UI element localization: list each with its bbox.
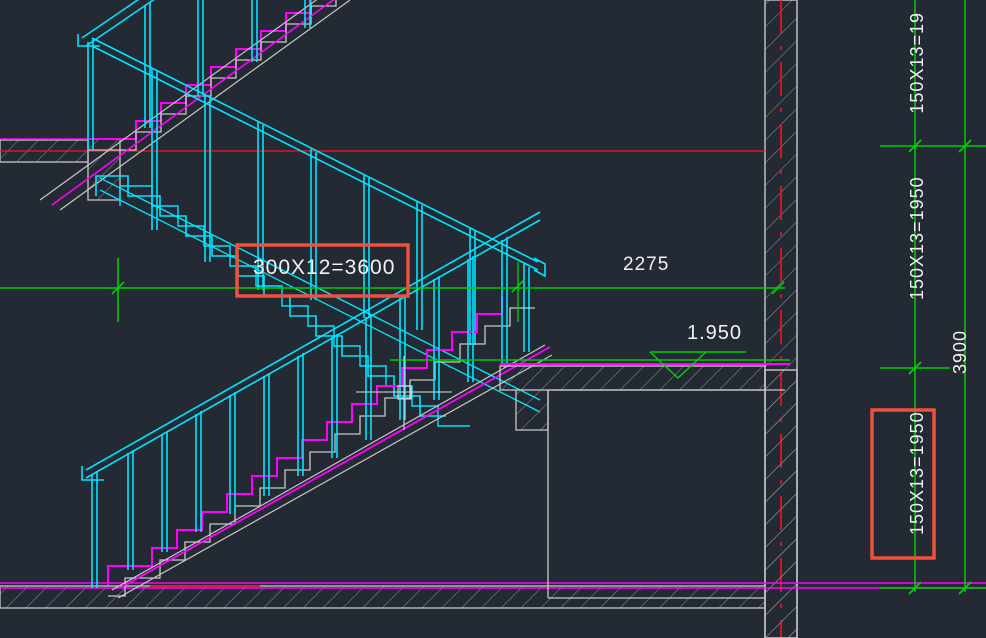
upper-railing bbox=[77, 0, 311, 150]
landing-width-label: 2275 bbox=[623, 254, 670, 275]
riser-middle-label: 150X13=1950 bbox=[907, 176, 927, 300]
riser-top-label: 150X13=19 bbox=[907, 12, 927, 114]
upper-balusters bbox=[87, 0, 311, 150]
landing-slab bbox=[499, 363, 790, 599]
lower-balusters bbox=[91, 237, 508, 588]
middle-flight-soffit bbox=[99, 177, 541, 413]
wall-lower-block bbox=[764, 369, 798, 638]
dimension-lines bbox=[0, 0, 986, 595]
run-dimension-label: 300X12=3600 bbox=[253, 256, 396, 279]
middle-flight-railing bbox=[91, 37, 546, 352]
middle-balusters bbox=[151, 68, 476, 345]
crosshair-cursor bbox=[356, 356, 452, 430]
total-height-label: 3900 bbox=[950, 329, 970, 374]
level-marker-label: 1.950 bbox=[687, 322, 743, 344]
lower-railing bbox=[81, 211, 541, 588]
riser-bottom-label: 150X13=1950 bbox=[907, 411, 927, 535]
lower-flight bbox=[107, 296, 553, 599]
highlight-boxes bbox=[235, 243, 936, 560]
lower-steps-magenta bbox=[107, 296, 503, 585]
upper-steps-gray bbox=[88, 0, 337, 151]
floor-slab bbox=[0, 582, 986, 609]
run-dimension-box bbox=[235, 243, 410, 298]
riser-bottom-box bbox=[870, 408, 936, 560]
